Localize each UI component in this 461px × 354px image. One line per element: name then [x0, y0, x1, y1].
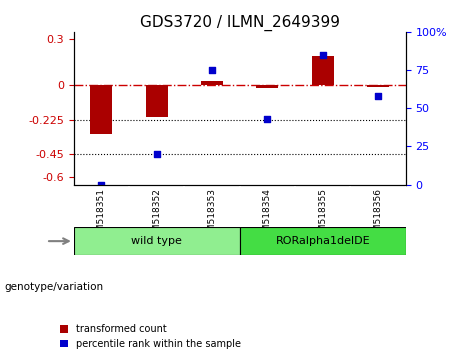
Text: GSM518351: GSM518351: [97, 188, 106, 243]
Legend: transformed count, percentile rank within the sample: transformed count, percentile rank withi…: [60, 324, 241, 349]
Bar: [90, 85, 112, 134]
Text: GSM518352: GSM518352: [152, 188, 161, 243]
Point: [208, 67, 216, 73]
Point: [98, 182, 105, 188]
Text: GSM518354: GSM518354: [263, 188, 272, 243]
Title: GDS3720 / ILMN_2649399: GDS3720 / ILMN_2649399: [140, 14, 340, 30]
Text: RORalpha1delDE: RORalpha1delDE: [275, 236, 370, 246]
Bar: [256, 85, 278, 88]
Point: [374, 93, 382, 99]
Point: [319, 52, 326, 58]
Bar: [312, 56, 334, 85]
Bar: [201, 81, 223, 85]
Bar: [367, 85, 389, 87]
Text: genotype/variation: genotype/variation: [5, 282, 104, 292]
Text: wild type: wild type: [131, 236, 182, 246]
Text: GSM518356: GSM518356: [373, 188, 383, 243]
Bar: [240, 227, 406, 255]
Bar: [74, 227, 240, 255]
Text: GSM518353: GSM518353: [207, 188, 217, 243]
Point: [153, 151, 160, 157]
Point: [264, 116, 271, 122]
Bar: [146, 85, 168, 118]
Text: GSM518355: GSM518355: [318, 188, 327, 243]
